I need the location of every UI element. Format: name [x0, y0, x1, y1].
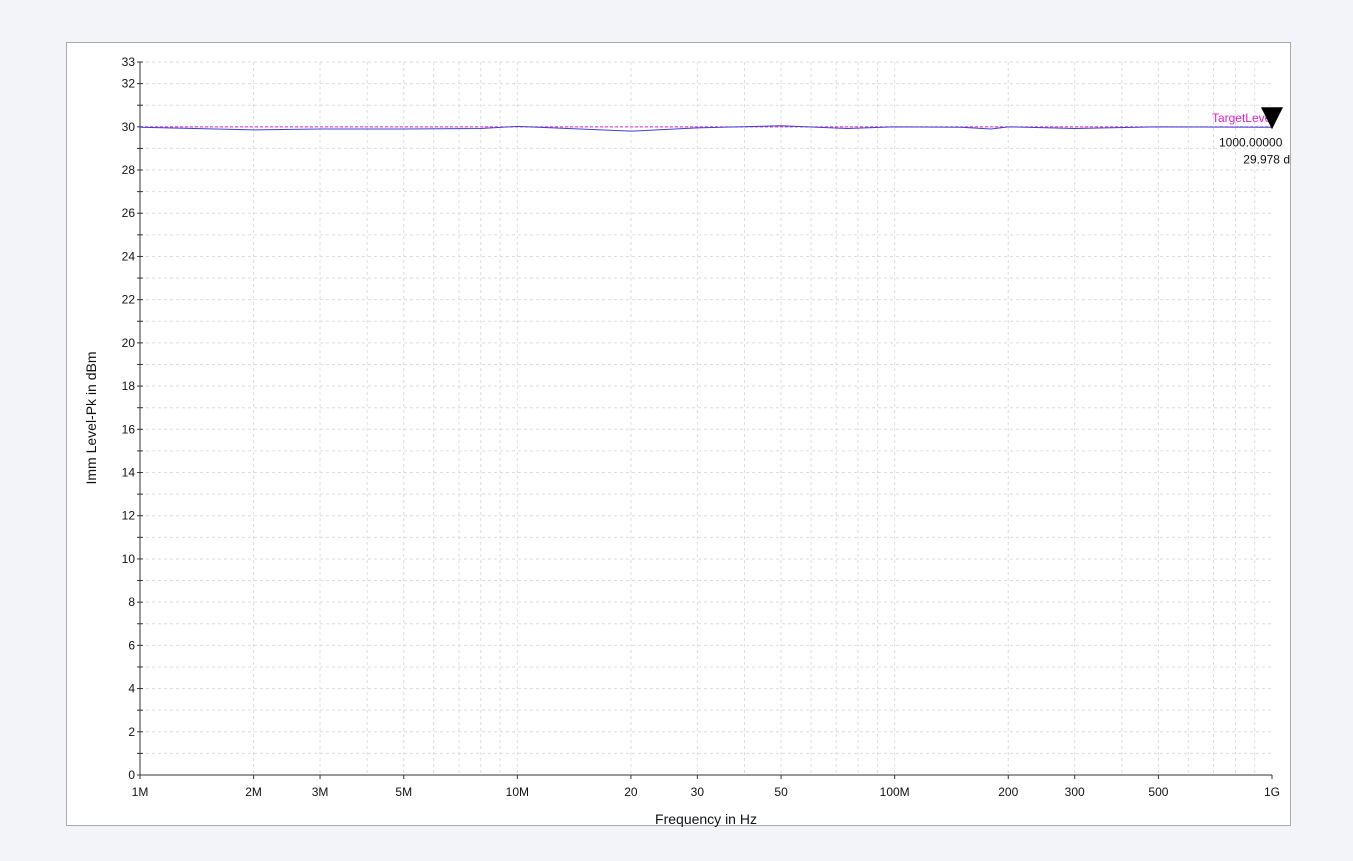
x-tick-label: 500 [1148, 785, 1168, 799]
y-tick-label: 10 [122, 552, 136, 566]
x-axis-title: Frequency in Hz [655, 811, 757, 827]
grid-layer [140, 61, 1272, 775]
x-tick-label: 5M [395, 785, 412, 799]
y-tick-label: 24 [122, 249, 136, 263]
y-axis-title: Imm Level-Pk in dBm [83, 351, 99, 484]
series-layer [139, 125, 1273, 132]
x-tick-label: 200 [998, 785, 1018, 799]
y-tick-label: 30 [122, 120, 136, 134]
x-tick-label: 300 [1065, 785, 1085, 799]
y-tick-label: 28 [122, 163, 136, 177]
marker-x-readout: 1000.00000 [1219, 135, 1283, 149]
marker-y-readout: 29.978 d [1243, 152, 1290, 166]
marker-triangle-icon[interactable] [1261, 107, 1283, 130]
y-tick-label: 0 [128, 768, 135, 782]
series-line [139, 125, 1273, 132]
y-tick-label: 2 [128, 725, 135, 739]
y-tick-label: 6 [128, 638, 135, 652]
y-tick-label: 4 [128, 682, 135, 696]
y-tick-label: 18 [122, 379, 136, 393]
y-tick-label: 33 [122, 55, 136, 69]
x-tick-label: 1M [132, 785, 149, 799]
x-tick-label: 20 [624, 785, 638, 799]
y-tick-label: 32 [122, 77, 136, 91]
y-tick-label: 14 [122, 466, 136, 480]
target-level-label: TargetLevel [1212, 111, 1274, 125]
y-tick-label: 22 [122, 293, 136, 307]
chart-panel: 0 2 4 6 8 10 12 14 16 18 20 22 24 26 28 30 32 33 1M 2M 3M 5M 1… [66, 42, 1291, 827]
y-tick-label: 20 [122, 336, 136, 350]
x-tick-label: 10M [506, 785, 529, 799]
x-tick-label: 2M [245, 785, 262, 799]
x-tick-label: 30 [691, 785, 705, 799]
axis-layer [139, 62, 1272, 776]
limit-layer: TargetLevel [140, 111, 1274, 128]
marker-layer: 1000.00000 29.978 d [1219, 107, 1290, 166]
y-tick-label: 16 [122, 422, 136, 436]
x-tick-label: 3M [312, 785, 329, 799]
x-tick-label: 1G [1264, 785, 1280, 799]
y-tick-label: 8 [128, 595, 135, 609]
y-tick-label: 26 [122, 206, 136, 220]
y-tick-label: 12 [122, 509, 136, 523]
x-tick-label: 100M [880, 785, 910, 799]
x-tick-label: 50 [774, 785, 788, 799]
